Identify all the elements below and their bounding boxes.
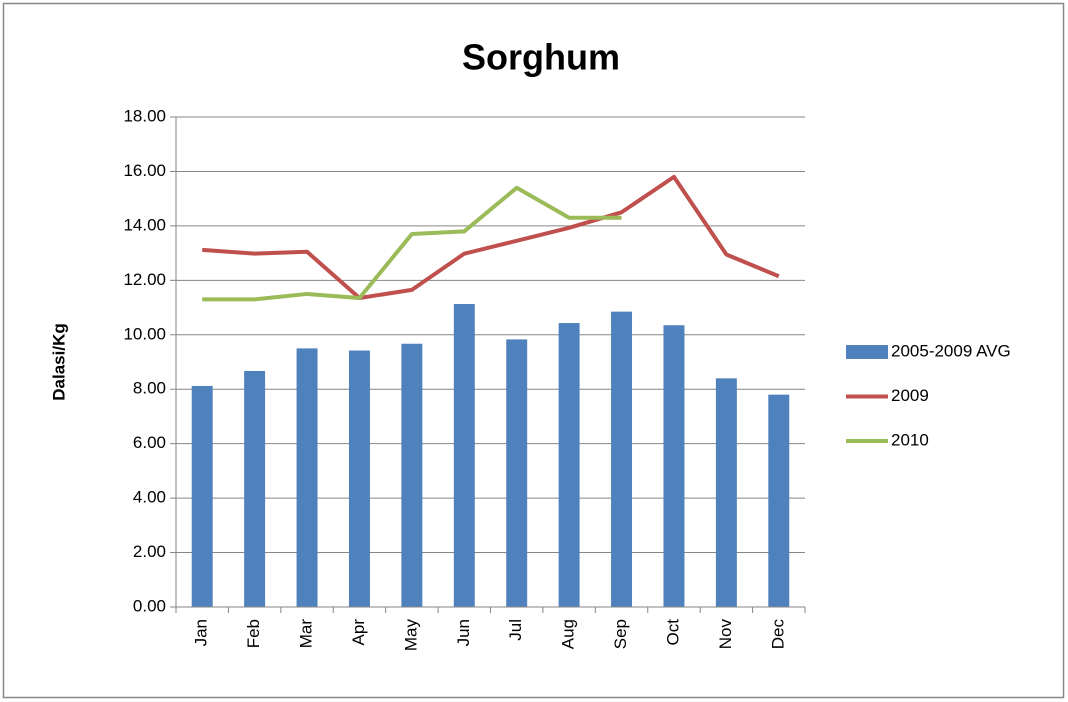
x-tick-label: Mar bbox=[297, 619, 316, 649]
y-axis-label: Dalasi/Kg bbox=[49, 323, 68, 400]
y-tick-label: 12.00 bbox=[123, 270, 166, 289]
bar bbox=[663, 325, 685, 607]
bar bbox=[506, 339, 528, 607]
bar bbox=[244, 370, 266, 607]
bar bbox=[558, 323, 580, 607]
x-tick-label: Aug bbox=[559, 619, 578, 649]
chart-title: Sorghum bbox=[462, 37, 620, 78]
x-tick-label: Jul bbox=[506, 619, 525, 641]
y-tick-label: 2.00 bbox=[133, 542, 166, 561]
y-tick-label: 8.00 bbox=[133, 379, 166, 398]
x-tick-label: Nov bbox=[716, 619, 735, 650]
y-tick-label: 18.00 bbox=[123, 106, 166, 125]
x-tick-label: Apr bbox=[349, 619, 368, 646]
y-tick-label: 6.00 bbox=[133, 433, 166, 452]
legend-label: 2010 bbox=[891, 430, 929, 449]
bar bbox=[715, 378, 737, 607]
x-tick-label: Oct bbox=[663, 619, 682, 646]
bar bbox=[296, 348, 318, 607]
x-tick-label: Jun bbox=[454, 619, 473, 646]
bar bbox=[348, 350, 370, 607]
legend-label: 2009 bbox=[891, 386, 929, 405]
legend-label: 2005-2009 AVG bbox=[891, 341, 1011, 360]
x-tick-label: Dec bbox=[768, 619, 787, 650]
y-tick-label: 14.00 bbox=[123, 215, 166, 234]
bar bbox=[453, 304, 475, 607]
x-tick-label: May bbox=[401, 619, 420, 652]
line bbox=[202, 174, 780, 301]
y-tick-label: 0.00 bbox=[133, 596, 166, 615]
bar bbox=[401, 343, 423, 607]
legend-swatch bbox=[846, 345, 888, 359]
y-tick-label: 4.00 bbox=[133, 488, 166, 507]
bar bbox=[191, 385, 213, 607]
x-tick-label: Feb bbox=[244, 619, 263, 648]
bar bbox=[768, 394, 790, 607]
x-tick-label: Jan bbox=[192, 619, 211, 646]
x-tick-label: Sep bbox=[611, 619, 630, 649]
y-tick-label: 10.00 bbox=[123, 324, 166, 343]
line bbox=[202, 185, 622, 302]
y-tick-label: 16.00 bbox=[123, 161, 166, 180]
bar bbox=[611, 311, 633, 607]
